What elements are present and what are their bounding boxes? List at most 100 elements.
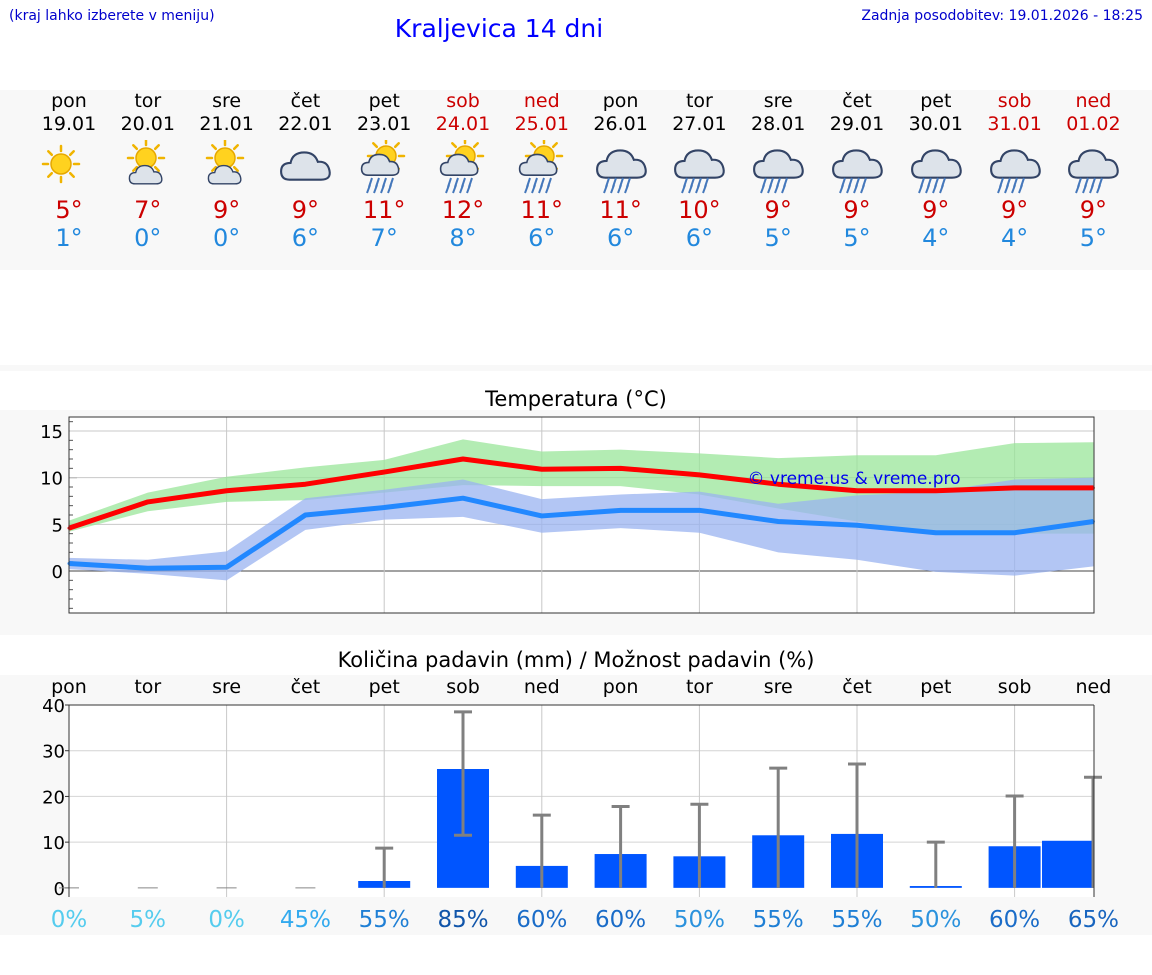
x-category-label: pet bbox=[369, 676, 400, 698]
day-name: ned bbox=[1075, 90, 1112, 112]
temperature-chart-title: Temperatura (°C) bbox=[485, 387, 667, 411]
rain-icon bbox=[910, 149, 962, 194]
day-name: pet bbox=[368, 90, 400, 112]
max-temperature: 7° bbox=[134, 196, 162, 224]
min-temperature: 0° bbox=[134, 224, 162, 252]
min-temperature: 8° bbox=[449, 224, 477, 252]
forecast-strip-background bbox=[0, 90, 1152, 270]
min-temperature: 4° bbox=[922, 224, 950, 252]
day-forecast: sob 31.01 9° 4° bbox=[975, 90, 1055, 252]
min-temperature-point bbox=[1013, 531, 1017, 535]
precipitation-probability: 60% bbox=[595, 907, 646, 933]
day-forecast: tor 20.01 7° 0° bbox=[108, 90, 188, 252]
watermark: © vreme.us & vreme.pro bbox=[747, 469, 960, 489]
x-category-label: tor bbox=[134, 676, 161, 698]
precipitation-probability: 55% bbox=[753, 907, 804, 933]
x-category-label: pon bbox=[51, 676, 87, 698]
day-name: sre bbox=[763, 90, 793, 112]
max-temperature-point bbox=[776, 482, 780, 486]
cloudy-icon bbox=[280, 151, 332, 181]
min-temperature-line bbox=[68, 495, 1094, 571]
day-date: 20.01 bbox=[120, 113, 175, 135]
precipitation-probability: 45% bbox=[280, 907, 331, 933]
max-temperature-point bbox=[934, 489, 938, 493]
min-temperature-point bbox=[382, 506, 386, 510]
max-temperature: 9° bbox=[212, 196, 241, 224]
max-temperature: 11° bbox=[599, 196, 642, 224]
day-name: sob bbox=[446, 90, 480, 112]
x-category-label: čet bbox=[842, 676, 872, 698]
min-temperature: 6° bbox=[606, 224, 635, 252]
day-name: pon bbox=[51, 90, 87, 112]
plot-area bbox=[69, 705, 1094, 897]
min-temperature-range bbox=[69, 477, 1094, 581]
min-temperature: 5° bbox=[1079, 224, 1108, 252]
max-temperature-point bbox=[303, 482, 307, 486]
precipitation-probability: 55% bbox=[831, 907, 882, 933]
min-temperature-point bbox=[146, 566, 150, 570]
day-name: čet bbox=[290, 90, 321, 112]
day-date: 29.01 bbox=[829, 113, 885, 135]
temperature-chart: 0 5 10 15 © vreme.us & vreme.pro bbox=[40, 416, 1095, 614]
y-tick-label: 30 bbox=[42, 742, 65, 763]
y-tick-label: 40 bbox=[42, 696, 65, 717]
min-temperature-point bbox=[303, 513, 307, 517]
precipitation-probability: 55% bbox=[359, 907, 410, 933]
x-category-label: pon bbox=[603, 676, 639, 698]
min-temperature: 6° bbox=[528, 224, 556, 252]
day-forecast: pon 26.01 11° 6° bbox=[581, 90, 661, 252]
min-temperature-point bbox=[225, 565, 229, 569]
x-category-label: sob bbox=[446, 676, 480, 698]
min-temperature-point bbox=[461, 496, 465, 500]
min-temperature: 6° bbox=[291, 224, 320, 252]
y-tick-label: 0 bbox=[54, 879, 65, 900]
x-category-label: čet bbox=[291, 676, 321, 698]
max-temperature: 11° bbox=[362, 196, 406, 224]
y-tick-label: 20 bbox=[42, 787, 65, 808]
day-forecast: pet 30.01 9° 4° bbox=[896, 90, 976, 252]
day-forecast: pet 23.01 11° 7° bbox=[344, 90, 424, 252]
precipitation-probability: 60% bbox=[989, 907, 1040, 933]
rain-icon bbox=[989, 149, 1041, 194]
day-date: 31.01 bbox=[987, 113, 1042, 135]
y-tick-label: 10 bbox=[42, 833, 65, 854]
precipitation-probability: 50% bbox=[910, 907, 961, 933]
max-temperature-point bbox=[540, 467, 544, 471]
day-forecast: sre 21.01 9° 0° bbox=[187, 90, 267, 252]
min-temperature: 0° bbox=[212, 224, 241, 252]
page-title: Kraljevica 14 dni bbox=[394, 14, 604, 43]
y-tick-label: 0 bbox=[52, 562, 63, 583]
x-category-label: sre bbox=[764, 676, 793, 698]
day-date: 23.01 bbox=[356, 113, 412, 135]
separator bbox=[0, 365, 1152, 371]
sun-cloud-rain-icon bbox=[439, 140, 485, 194]
precipitation-probability: 65% bbox=[1068, 907, 1119, 933]
y-tick-label: 5 bbox=[52, 515, 63, 536]
day-forecast: ned 25.01 11° 6° bbox=[502, 90, 582, 252]
min-temperature: 5° bbox=[843, 224, 871, 252]
min-temperature: 5° bbox=[764, 224, 792, 252]
sunny-icon bbox=[41, 144, 81, 184]
y-tick-label: 10 bbox=[40, 469, 63, 490]
day-date: 28.01 bbox=[750, 113, 806, 135]
sun-cloud-rain-icon bbox=[518, 140, 564, 194]
x-category-label: sre bbox=[212, 676, 241, 698]
max-temperature: 9° bbox=[764, 196, 792, 224]
max-temperature: 9° bbox=[1000, 196, 1029, 224]
day-name: pet bbox=[920, 90, 952, 112]
day-forecast: čet 22.01 9° 6° bbox=[265, 90, 345, 252]
max-temperature: 5° bbox=[55, 196, 83, 224]
day-date: 22.01 bbox=[278, 113, 333, 135]
max-temperature: 9° bbox=[843, 196, 871, 224]
day-name: sob bbox=[997, 90, 1032, 112]
day-forecast: sob 24.01 12° 8° bbox=[423, 90, 503, 252]
max-temperature-point bbox=[146, 500, 150, 504]
day-date: 26.01 bbox=[593, 113, 648, 135]
min-temperature-point bbox=[697, 508, 701, 512]
y-tick-label: 15 bbox=[40, 422, 63, 443]
day-forecast: tor 27.01 10° 6° bbox=[659, 90, 739, 252]
day-date: 21.01 bbox=[199, 113, 254, 135]
rain-icon bbox=[674, 149, 726, 194]
location-hint: (kraj lahko izberete v meniju) bbox=[9, 8, 215, 24]
min-temperature-point bbox=[540, 514, 544, 518]
